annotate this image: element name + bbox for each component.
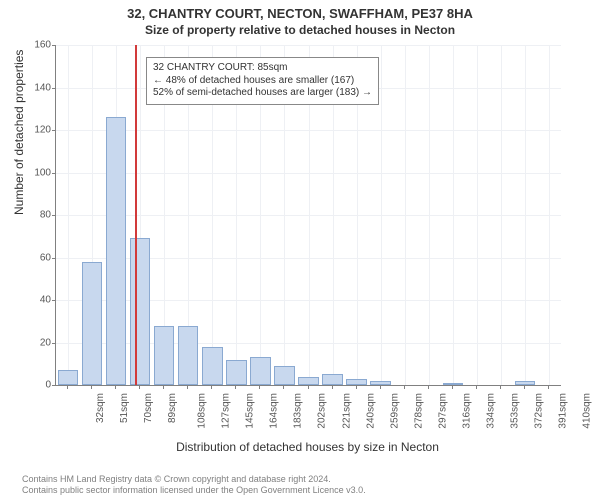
x-tick xyxy=(211,385,212,389)
x-label: 391sqm xyxy=(558,393,569,429)
annotation-line: ← 48% of detached houses are smaller (16… xyxy=(153,75,372,88)
gridline-v xyxy=(68,45,69,385)
y-axis-labels: 020406080100120140160 xyxy=(25,45,51,385)
histogram-bar xyxy=(274,366,294,385)
x-tick xyxy=(187,385,188,389)
histogram-bar xyxy=(250,357,270,385)
gridline-v xyxy=(549,45,550,385)
x-tick xyxy=(259,385,260,389)
gridline-v xyxy=(525,45,526,385)
y-label: 40 xyxy=(40,295,51,306)
x-label: 334sqm xyxy=(485,393,496,429)
gridline-v xyxy=(501,45,502,385)
x-label: 183sqm xyxy=(293,393,304,429)
histogram-bar xyxy=(154,326,174,386)
x-tick xyxy=(476,385,477,389)
annotation-line: 32 CHANTRY COURT: 85sqm xyxy=(153,62,372,75)
y-label: 20 xyxy=(40,337,51,348)
x-tick xyxy=(380,385,381,389)
gridline-v xyxy=(429,45,430,385)
x-label: 316sqm xyxy=(461,393,472,429)
histogram-bar xyxy=(298,377,318,386)
y-axis-title: Number of detached properties xyxy=(12,50,26,215)
x-tick xyxy=(452,385,453,389)
y-label: 0 xyxy=(45,380,51,391)
x-label: 70sqm xyxy=(143,393,154,423)
x-label: 108sqm xyxy=(197,393,208,429)
x-label: 372sqm xyxy=(533,393,544,429)
y-label: 60 xyxy=(40,252,51,263)
x-tick xyxy=(308,385,309,389)
x-tick xyxy=(548,385,549,389)
y-tick xyxy=(52,258,56,259)
y-label: 140 xyxy=(34,82,51,93)
y-tick xyxy=(52,88,56,89)
gridline-v xyxy=(405,45,406,385)
plot-area: 32 CHANTRY COURT: 85sqm← 48% of detached… xyxy=(55,45,561,386)
y-tick xyxy=(52,215,56,216)
x-label: 410sqm xyxy=(582,393,593,429)
histogram-bar xyxy=(178,326,198,386)
x-axis-labels: 32sqm 51sqm 70sqm 89sqm 108sqm 127sqm 145sqm 16… xyxy=(55,385,560,435)
x-tick xyxy=(332,385,333,389)
y-tick xyxy=(52,343,56,344)
y-label: 80 xyxy=(40,210,51,221)
x-label: 89sqm xyxy=(167,393,178,423)
histogram-bar xyxy=(202,347,222,385)
x-tick xyxy=(91,385,92,389)
annotation-box: 32 CHANTRY COURT: 85sqm← 48% of detached… xyxy=(146,57,379,105)
footer: Contains HM Land Registry data © Crown c… xyxy=(22,474,592,497)
footer-line-1: Contains HM Land Registry data © Crown c… xyxy=(22,474,592,485)
y-tick xyxy=(52,45,56,46)
x-label: 145sqm xyxy=(245,393,256,429)
x-tick xyxy=(500,385,501,389)
gridline-v xyxy=(381,45,382,385)
x-label: 32sqm xyxy=(95,393,106,423)
x-tick xyxy=(428,385,429,389)
y-tick xyxy=(52,173,56,174)
x-tick xyxy=(139,385,140,389)
histogram-bar xyxy=(130,238,150,385)
y-tick xyxy=(52,130,56,131)
histogram-bar xyxy=(322,374,342,385)
annotation-line: 52% of semi-detached houses are larger (… xyxy=(153,87,372,100)
gridline-v xyxy=(477,45,478,385)
x-tick xyxy=(356,385,357,389)
chart-subtitle: Size of property relative to detached ho… xyxy=(0,21,600,37)
x-label: 259sqm xyxy=(389,393,400,429)
histogram-bar xyxy=(82,262,102,385)
x-label: 278sqm xyxy=(413,393,424,429)
x-label: 221sqm xyxy=(341,393,352,429)
footer-line-2: Contains public sector information licen… xyxy=(22,485,592,496)
y-label: 160 xyxy=(34,40,51,51)
subject-marker-line xyxy=(135,45,137,385)
x-label: 202sqm xyxy=(317,393,328,429)
x-label: 51sqm xyxy=(119,393,130,423)
x-tick xyxy=(404,385,405,389)
y-label: 120 xyxy=(34,125,51,136)
histogram-bar xyxy=(226,360,246,386)
x-tick xyxy=(283,385,284,389)
x-label: 353sqm xyxy=(509,393,520,429)
chart-container: 32, CHANTRY COURT, NECTON, SWAFFHAM, PE3… xyxy=(0,0,600,500)
x-label: 127sqm xyxy=(221,393,232,429)
gridline-v xyxy=(453,45,454,385)
x-tick xyxy=(235,385,236,389)
x-tick xyxy=(115,385,116,389)
x-axis-title: Distribution of detached houses by size … xyxy=(55,440,560,454)
chart-title: 32, CHANTRY COURT, NECTON, SWAFFHAM, PE3… xyxy=(0,0,600,21)
y-label: 100 xyxy=(34,167,51,178)
x-tick xyxy=(163,385,164,389)
x-tick xyxy=(67,385,68,389)
x-tick xyxy=(524,385,525,389)
chart-area: 32 CHANTRY COURT: 85sqm← 48% of detached… xyxy=(55,45,580,415)
x-label: 164sqm xyxy=(269,393,280,429)
x-label: 240sqm xyxy=(365,393,376,429)
histogram-bar xyxy=(58,370,78,385)
histogram-bar xyxy=(106,117,126,385)
y-tick xyxy=(52,300,56,301)
x-label: 297sqm xyxy=(437,393,448,429)
